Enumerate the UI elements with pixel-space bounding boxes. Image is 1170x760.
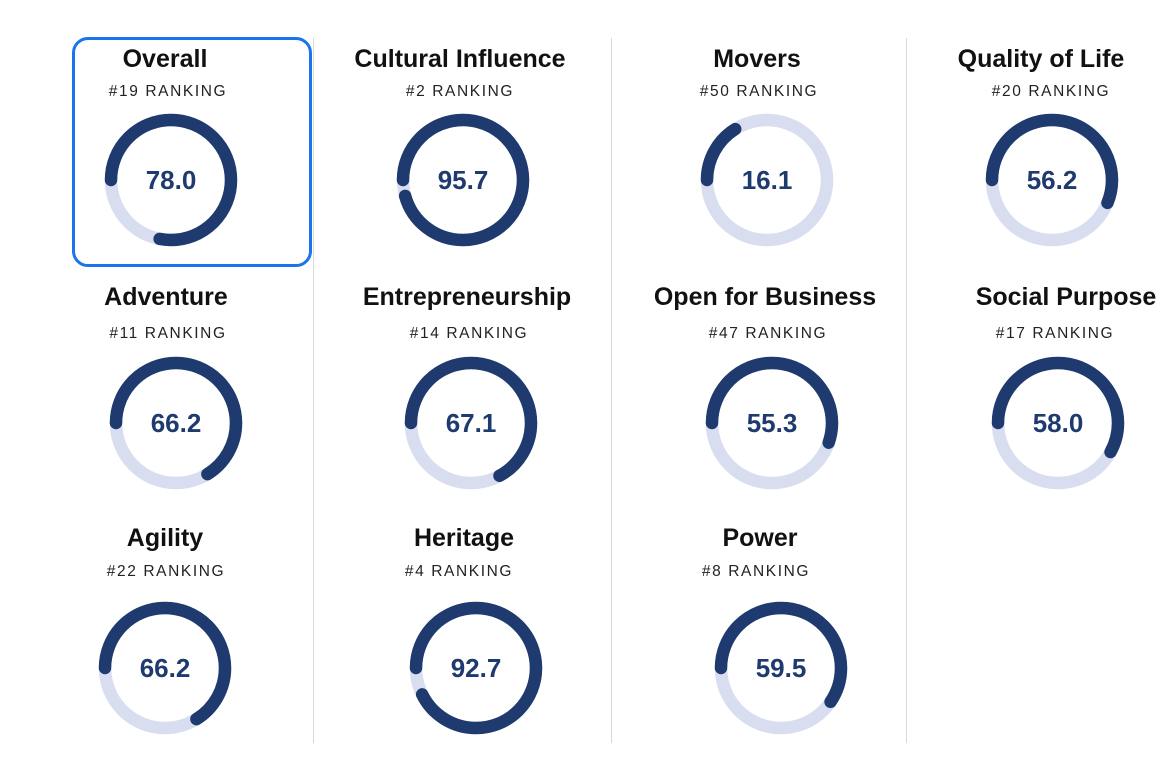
metric-score: 67.1 — [445, 408, 497, 438]
column-divider — [906, 38, 907, 743]
column-divider — [611, 38, 612, 743]
metric-card[interactable]: Power #8 RANKING 59.5 — [640, 520, 880, 750]
metric-title: Movers — [713, 45, 801, 73]
metric-score: 58.0 — [1032, 408, 1084, 438]
metric-title: Adventure — [104, 283, 228, 311]
metric-card[interactable]: Quality of Life #20 RANKING 56.2 — [932, 37, 1170, 267]
metric-ranking: #22 RANKING — [106, 563, 226, 580]
metric-ranking: #20 RANKING — [991, 83, 1111, 100]
metric-title: Entrepreneurship — [362, 283, 572, 311]
score-donut: 55.3 — [705, 356, 839, 490]
score-donut: 59.5 — [714, 601, 848, 735]
metric-card[interactable]: Social Purpose #17 RANKING 58.0 — [950, 280, 1170, 510]
metric-title: Overall — [122, 45, 208, 73]
score-donut: 66.2 — [109, 356, 243, 490]
donut-progress-arc — [705, 356, 839, 490]
score-donut: 78.0 — [104, 113, 238, 247]
metric-ranking: #11 RANKING — [109, 325, 227, 342]
metric-card[interactable]: Open for Business #47 RANKING 55.3 — [640, 280, 880, 510]
donut-progress-arc — [104, 113, 238, 247]
metric-score: 66.2 — [150, 408, 202, 438]
donut-progress-arc — [714, 601, 848, 735]
metric-score: 55.3 — [746, 408, 798, 438]
donut-progress-arc — [700, 113, 834, 247]
metric-card[interactable]: Cultural Influence #2 RANKING 95.7 — [342, 37, 582, 267]
metric-ranking: #4 RANKING — [404, 563, 514, 580]
metric-ranking: #19 RANKING — [108, 83, 228, 100]
metric-score: 59.5 — [755, 653, 807, 683]
donut-progress-arc — [109, 356, 243, 490]
metric-score: 78.0 — [145, 165, 197, 195]
score-donut: 95.7 — [396, 113, 530, 247]
metric-ranking: #8 RANKING — [701, 563, 811, 580]
metric-title: Open for Business — [653, 283, 877, 311]
column-divider — [313, 38, 314, 743]
metric-card[interactable]: Overall #19 RANKING 78.0 — [72, 37, 312, 267]
metric-card[interactable]: Agility #22 RANKING 66.2 — [50, 520, 290, 750]
donut-progress-arc — [404, 356, 538, 490]
metric-ranking: #47 RANKING — [708, 325, 828, 342]
metric-card[interactable]: Heritage #4 RANKING 92.7 — [340, 520, 580, 750]
metric-title: Agility — [126, 524, 204, 552]
metric-title: Cultural Influence — [354, 45, 566, 73]
metric-title: Quality of Life — [957, 45, 1125, 73]
metric-ranking: #2 RANKING — [405, 83, 515, 100]
donut-progress-arc — [991, 356, 1125, 490]
metric-card[interactable]: Adventure #11 RANKING 66.2 — [60, 280, 300, 510]
metric-score: 66.2 — [139, 653, 191, 683]
score-donut: 58.0 — [991, 356, 1125, 490]
metric-title: Heritage — [413, 524, 515, 552]
metric-title: Social Purpose — [975, 283, 1157, 311]
metric-card[interactable]: Entrepreneurship #14 RANKING 67.1 — [340, 280, 580, 510]
donut-progress-arc — [396, 113, 530, 247]
metric-score: 92.7 — [450, 653, 502, 683]
score-donut: 92.7 — [409, 601, 543, 735]
donut-progress-arc — [98, 601, 232, 735]
metric-score: 16.1 — [741, 165, 793, 195]
metric-score: 95.7 — [437, 165, 489, 195]
metric-card[interactable]: Movers #50 RANKING 16.1 — [640, 37, 880, 267]
metric-ranking: #14 RANKING — [409, 325, 529, 342]
score-donut: 67.1 — [404, 356, 538, 490]
donut-progress-arc — [985, 113, 1119, 247]
metric-score: 56.2 — [1026, 165, 1078, 195]
metric-title: Power — [722, 524, 798, 552]
metric-ranking: #50 RANKING — [699, 83, 819, 100]
score-donut: 66.2 — [98, 601, 232, 735]
score-donut: 16.1 — [700, 113, 834, 247]
score-donut: 56.2 — [985, 113, 1119, 247]
donut-progress-arc — [409, 601, 543, 735]
metric-ranking: #17 RANKING — [995, 325, 1115, 342]
